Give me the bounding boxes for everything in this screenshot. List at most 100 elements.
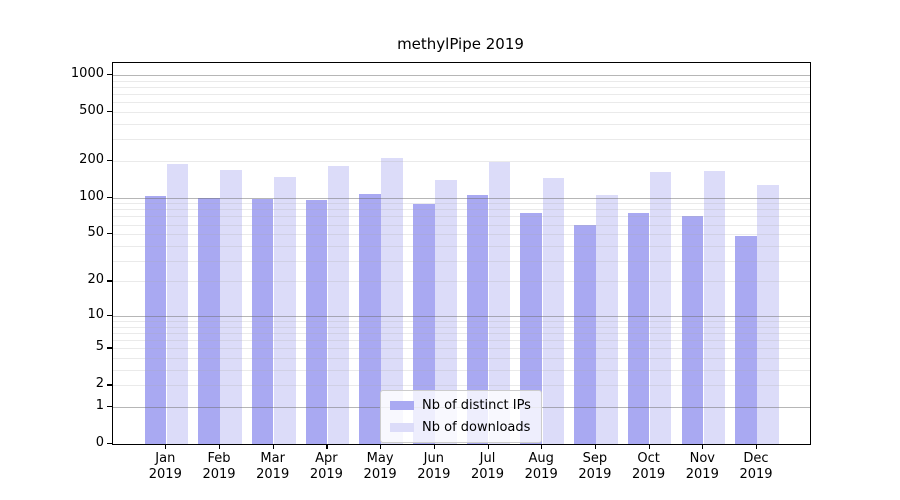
gridline-50 — [113, 234, 810, 236]
x-tick-mark-aug — [541, 444, 543, 449]
x-tick-label-feb: Feb 2019 — [202, 451, 236, 482]
x-tick-label-aug: Aug 2019 — [524, 451, 558, 482]
gridline-200 — [113, 160, 810, 162]
gridline-4 — [113, 358, 810, 360]
y-tick-label-2: 2 — [95, 376, 104, 392]
legend-entry-distinct-ips: Nb of distinct IPs — [390, 396, 531, 415]
x-tick-label-jul: Jul 2019 — [470, 451, 505, 482]
y-tick-mark-2 — [107, 384, 112, 386]
x-tick-label-jan: Jan 2019 — [148, 451, 182, 482]
bar-jan-downloads — [166, 164, 189, 444]
y-tick-mark-0 — [107, 443, 112, 445]
gridline-60 — [113, 224, 810, 226]
gridline-9 — [113, 321, 810, 323]
x-tick-mark-may — [380, 444, 382, 449]
gridline-90 — [113, 203, 810, 205]
y-tick-label-100: 100 — [79, 188, 104, 204]
gridline-100 — [113, 197, 810, 199]
bar-mar-downloads — [274, 176, 296, 444]
y-tick-mark-200 — [107, 159, 112, 162]
gridline-5 — [113, 348, 810, 350]
bar-apr-downloads — [327, 165, 350, 444]
gridline-10 — [113, 316, 810, 317]
x-tick-label-apr: Apr 2019 — [309, 451, 343, 482]
bar-nov-downloads — [703, 171, 726, 444]
plot-area — [112, 62, 811, 445]
legend-swatch-downloads — [390, 423, 414, 432]
bar-oct-downloads — [649, 171, 672, 444]
bar-mar-distinct-ips — [251, 199, 274, 444]
gridline-1000 — [113, 75, 810, 77]
y-tick-mark-50 — [107, 233, 112, 235]
bar-sep-downloads — [596, 195, 618, 444]
bar-may-downloads — [381, 157, 403, 444]
bar-sep-distinct-ips — [574, 225, 596, 444]
gridline-600 — [113, 102, 810, 104]
gridline-800 — [113, 87, 810, 88]
bar-apr-distinct-ips — [305, 199, 328, 444]
gridline-3 — [113, 370, 810, 371]
legend-label-downloads: Nb of downloads — [422, 420, 531, 435]
gridline-80 — [113, 209, 810, 211]
gridline-400 — [113, 124, 810, 125]
x-tick-mark-sep — [594, 444, 597, 449]
bar-aug-distinct-ips — [520, 212, 542, 444]
x-tick-mark-feb — [219, 444, 221, 449]
x-tick-label-jun: Jun 2019 — [417, 451, 451, 482]
y-tick-mark-500 — [107, 111, 112, 113]
y-tick-label-5: 5 — [95, 339, 104, 355]
bar-dec-distinct-ips — [735, 236, 757, 444]
x-tick-mark-jun — [433, 444, 435, 449]
gridline-8 — [113, 326, 810, 328]
gridline-300 — [113, 139, 810, 141]
gridline-70 — [113, 216, 810, 218]
y-tick-label-0: 0 — [95, 435, 104, 450]
y-tick-label-1: 1 — [95, 397, 104, 413]
gridline-2 — [113, 385, 810, 387]
gridline-30 — [113, 260, 810, 262]
bar-dec-downloads — [757, 184, 779, 444]
bar-jul-distinct-ips — [466, 194, 489, 444]
gridline-7 — [113, 333, 810, 334]
bar-oct-distinct-ips — [627, 213, 650, 444]
legend-swatch-distinct-ips — [390, 401, 414, 410]
y-tick-label-20: 20 — [87, 272, 104, 288]
bar-jun-downloads — [435, 179, 457, 444]
x-tick-label-dec: Dec 2019 — [739, 451, 773, 482]
y-tick-mark-100 — [107, 196, 112, 198]
x-tick-mark-apr — [326, 444, 328, 449]
gridline-20 — [113, 281, 810, 283]
x-tick-mark-mar — [272, 444, 274, 449]
legend-label-distinct-ips: Nb of distinct IPs — [422, 398, 531, 413]
y-tick-label-500: 500 — [79, 103, 104, 119]
y-tick-label-1000: 1000 — [70, 66, 104, 82]
x-tick-mark-oct — [648, 444, 650, 449]
y-tick-label-10: 10 — [87, 306, 104, 322]
x-tick-mark-nov — [702, 444, 704, 449]
x-tick-label-oct: Oct 2019 — [632, 451, 666, 482]
gridline-900 — [113, 80, 810, 82]
y-tick-mark-1000 — [107, 74, 112, 76]
y-tick-label-200: 200 — [79, 151, 104, 167]
gridline-500 — [113, 112, 810, 114]
y-tick-mark-20 — [107, 280, 112, 282]
bar-feb-distinct-ips — [198, 197, 220, 444]
gridline-700 — [113, 94, 810, 96]
x-tick-label-sep: Sep 2019 — [578, 451, 612, 482]
gridline-40 — [113, 245, 810, 247]
x-tick-mark-jan — [165, 444, 167, 449]
bar-aug-downloads — [542, 178, 564, 444]
x-tick-mark-dec — [756, 444, 758, 449]
bar-feb-downloads — [220, 169, 242, 444]
legend-entry-downloads: Nb of downloads — [390, 418, 531, 437]
chart-title: methylPipe 2019 — [397, 35, 524, 53]
bar-jan-distinct-ips — [144, 195, 166, 444]
legend: Nb of distinct IPs Nb of downloads — [380, 390, 542, 443]
y-tick-mark-1 — [107, 405, 112, 408]
y-tick-mark-5 — [107, 347, 112, 349]
x-tick-label-mar: Mar 2019 — [256, 451, 290, 482]
gridline-6 — [113, 340, 810, 342]
x-tick-label-may: May 2019 — [363, 451, 397, 482]
bar-may-distinct-ips — [359, 194, 381, 444]
bar-nov-distinct-ips — [681, 216, 703, 444]
